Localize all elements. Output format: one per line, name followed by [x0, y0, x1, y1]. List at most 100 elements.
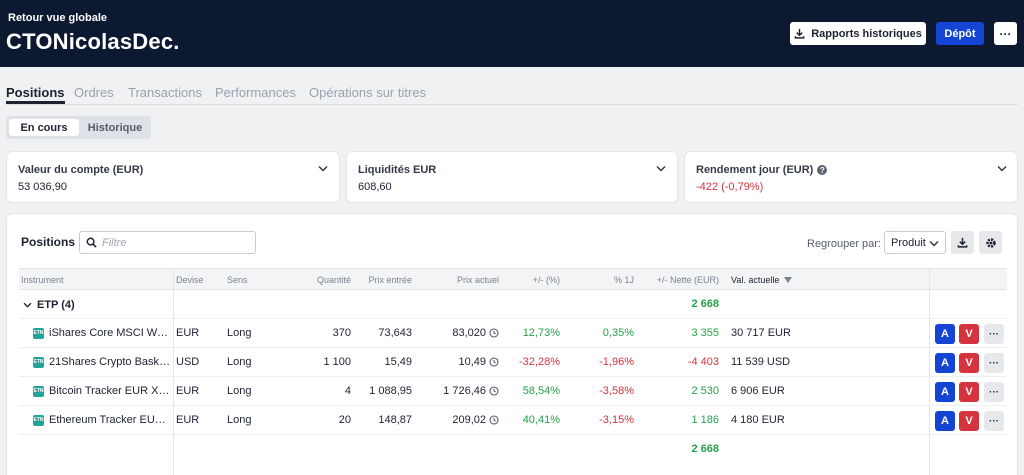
- row-more-button[interactable]: ···: [984, 382, 1004, 402]
- table-row[interactable]: ETN 21Shares Crypto Basket Index ETP USD…: [19, 348, 1007, 377]
- help-icon[interactable]: ?: [817, 165, 828, 175]
- cash-label: Liquidités EUR: [358, 164, 437, 176]
- tab-corporate-actions[interactable]: Opérations sur titres: [309, 85, 427, 100]
- col-day-percent[interactable]: % 1J: [613, 275, 634, 285]
- historical-reports-label: Rapports historiques: [811, 27, 922, 40]
- entry-price-cell: 148,87: [378, 414, 412, 426]
- chevron-down-icon: [656, 165, 666, 172]
- instrument-cell[interactable]: ETN 21Shares Crypto Basket Index ETP: [33, 356, 173, 368]
- col-quantity[interactable]: Quantité: [316, 275, 351, 285]
- account-value-card[interactable]: Valeur du compte (EUR) 53 036,90: [6, 151, 340, 203]
- market-value-cell: 30 717 EUR: [731, 327, 791, 339]
- row-more-button[interactable]: ···: [984, 411, 1004, 431]
- quantity-cell: 20: [338, 414, 351, 426]
- row-more-button[interactable]: ···: [984, 324, 1004, 344]
- current-price-cell: 1 726,46: [443, 385, 499, 397]
- group-pl-net: 2 668: [691, 298, 719, 310]
- tab-performances[interactable]: Performances: [215, 85, 296, 100]
- currency-cell: EUR: [176, 385, 200, 397]
- account-title: CTONicolasDec.: [6, 29, 180, 54]
- sell-button[interactable]: V: [959, 353, 979, 373]
- day-percent-cell: -3,58%: [599, 385, 634, 397]
- daily-return-label: Rendement jour (EUR): [696, 164, 814, 176]
- filter-input[interactable]: [102, 235, 250, 250]
- clock-icon: [489, 328, 499, 338]
- col-pl-net[interactable]: +/- Nette (EUR): [656, 275, 719, 285]
- table-row[interactable]: ETN Bitcoin Tracker EUR XBT Provider EUR…: [19, 377, 1007, 406]
- current-price-value: 83,020: [452, 327, 486, 339]
- col-entry-price[interactable]: Prix entrée: [368, 275, 412, 285]
- instrument-cell[interactable]: ETN Ethereum Tracker EUR XBT Provider: [33, 414, 173, 426]
- instrument-cell[interactable]: ETN Bitcoin Tracker EUR XBT Provider: [33, 385, 173, 397]
- positions-table-header: Instrument Devise Sens Quantité Prix ent…: [19, 268, 1007, 290]
- side-cell: Long: [227, 385, 252, 397]
- chevron-down-icon: [318, 165, 328, 172]
- group-name: ETP (4): [37, 299, 75, 311]
- row-more-button[interactable]: ···: [984, 353, 1004, 373]
- col-currency[interactable]: Devise: [176, 275, 204, 285]
- clock-icon: [489, 386, 499, 396]
- total-row: 2 668: [19, 435, 1007, 464]
- chevron-down-icon: [997, 165, 1007, 172]
- col-instrument[interactable]: Instrument: [21, 275, 64, 285]
- pl-net-cell: 3 355: [691, 327, 719, 339]
- table-row[interactable]: ETN Ethereum Tracker EUR XBT Provider EU…: [19, 406, 1007, 435]
- buy-button[interactable]: A: [935, 411, 955, 431]
- current-price-cell: 10,49: [458, 356, 499, 368]
- chevron-down-icon: [23, 302, 32, 308]
- col-market-value-label: Val. actuelle: [731, 275, 780, 285]
- currency-cell: USD: [176, 356, 200, 368]
- col-pl-percent[interactable]: +/- (%): [532, 275, 560, 285]
- sell-button[interactable]: V: [959, 411, 979, 431]
- entry-price-cell: 73,643: [378, 327, 412, 339]
- account-value: 53 036,90: [18, 181, 67, 193]
- etn-badge-icon: ETN: [33, 327, 44, 339]
- currency-cell: EUR: [176, 414, 200, 426]
- tab-transactions[interactable]: Transactions: [128, 85, 202, 100]
- export-button[interactable]: [951, 231, 974, 254]
- market-value-cell: 4 180 EUR: [731, 414, 785, 426]
- daily-return-value: -422 (-0,79%): [696, 181, 764, 193]
- current-price-value: 1 726,46: [443, 385, 486, 397]
- clock-icon: [489, 415, 499, 425]
- current-price-cell: 83,020: [452, 327, 499, 339]
- group-by-select[interactable]: Produit: [884, 231, 946, 254]
- sell-button[interactable]: V: [959, 324, 979, 344]
- deposit-button[interactable]: Dépôt: [936, 22, 984, 45]
- daily-return-card[interactable]: Rendement jour (EUR) ? -422 (-0,79%): [684, 151, 1018, 203]
- toggle-history[interactable]: Historique: [87, 121, 143, 134]
- tab-orders[interactable]: Ordres: [74, 85, 114, 100]
- col-current-price[interactable]: Prix actuel: [456, 275, 499, 285]
- daily-return-heading: Rendement jour (EUR) ?: [696, 164, 828, 176]
- pl-percent-cell: -32,28%: [519, 356, 560, 368]
- day-percent-cell: 0,35%: [602, 327, 634, 339]
- quantity-cell: 1 100: [323, 356, 351, 368]
- account-value-label: Valeur du compte (EUR): [18, 164, 144, 176]
- historical-reports-button[interactable]: Rapports historiques: [790, 22, 926, 45]
- table-row[interactable]: ETN iShares Core MSCI World UCITS ETF EU…: [19, 319, 1007, 348]
- chevron-down-icon: [929, 240, 939, 247]
- buy-button[interactable]: A: [935, 324, 955, 344]
- col-side[interactable]: Sens: [227, 275, 248, 285]
- account-header: Retour vue globale CTONicolasDec. Rappor…: [0, 0, 1024, 67]
- buy-button[interactable]: A: [935, 353, 955, 373]
- etn-badge-icon: ETN: [33, 385, 44, 397]
- back-to-overview-link[interactable]: Retour vue globale: [8, 12, 108, 24]
- sell-button[interactable]: V: [959, 382, 979, 402]
- cash-card[interactable]: Liquidités EUR 608,60: [346, 151, 678, 203]
- current-price-value: 10,49: [458, 356, 486, 368]
- toggle-current[interactable]: En cours: [9, 119, 79, 136]
- pl-net-cell: 1 186: [691, 414, 719, 426]
- total-pl-net: 2 668: [691, 443, 719, 455]
- more-options-button[interactable]: ···: [994, 22, 1017, 45]
- settings-button[interactable]: [979, 231, 1002, 254]
- filter-field[interactable]: [79, 231, 256, 254]
- instrument-cell[interactable]: ETN iShares Core MSCI World UCITS ETF: [33, 327, 173, 339]
- pl-percent-cell: 12,73%: [522, 327, 560, 339]
- instrument-name: Ethereum Tracker EUR XBT Provider: [49, 414, 172, 426]
- col-market-value[interactable]: Val. actuelle: [731, 275, 792, 285]
- sort-desc-icon: [783, 277, 792, 283]
- buy-button[interactable]: A: [935, 382, 955, 402]
- tab-positions[interactable]: Positions: [6, 85, 65, 104]
- group-row[interactable]: ETP (4) 2 668: [19, 290, 1007, 319]
